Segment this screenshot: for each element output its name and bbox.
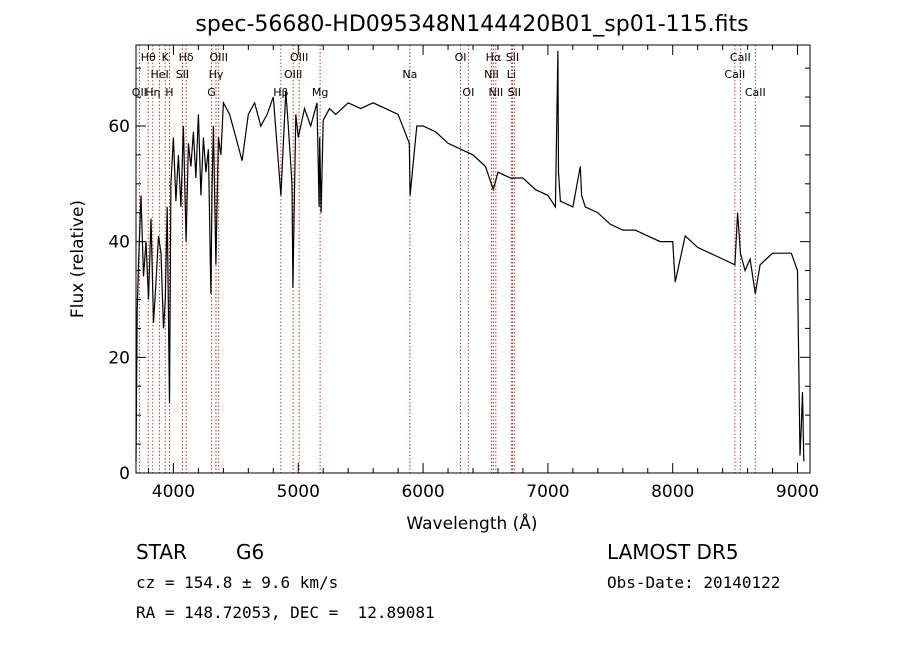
line-label: OIII [210,51,228,64]
line-markers [138,45,756,473]
line-label: Hθ [141,51,156,64]
line-label: Hγ [209,68,224,81]
x-tick-label: 9000 [776,482,819,502]
y-tick-label: 20 [108,348,130,368]
line-label: OI [462,86,474,99]
x-tick-label: 4000 [152,482,195,502]
line-label: SII [506,51,519,64]
line-label: CaII [724,68,745,81]
y-tick-label: 0 [119,464,130,484]
line-label: CaII [745,86,766,99]
line-label: SII [176,68,189,81]
y-tick-label: 40 [108,233,130,253]
line-label: G [207,86,216,99]
line-label: K [162,51,170,64]
y-axis: 0 20 40 60 [108,67,810,484]
line-label: Li [507,68,516,81]
x-tick-label: 5000 [277,482,320,502]
line-label: Na [402,68,417,81]
line-label: Mg [312,86,328,99]
plot-frame [135,44,811,474]
ra-dec: RA = 148.72053, DEC = 12.89081 [136,603,435,622]
line-label: NII [488,86,503,99]
object-subclass: G6 [236,540,265,564]
line-label: CaII [730,51,751,64]
line-label: H [165,86,173,99]
line-label: Hδ [179,51,194,64]
spectrum-line [135,50,805,462]
line-labels: OIIHθHηHeIKHSIIHδGHγOIIIHβOIIIOIIIMgNaOI… [132,51,766,99]
x-tick-label: 7000 [526,482,569,502]
redshift-cz: cz = 154.8 ± 9.6 km/s [136,573,339,592]
obs-date: Obs-Date: 20140122 [607,573,781,592]
survey-name: LAMOST DR5 [607,540,739,564]
x-axis: 4000 5000 6000 7000 8000 9000 [147,45,819,502]
line-label: OIII [290,51,308,64]
line-label: NII [484,68,499,81]
y-axis-label: Flux (relative) [68,200,88,318]
x-axis-label: Wavelength (Å) [406,512,537,534]
line-label: Hη [145,86,160,99]
x-tick-label: 8000 [651,482,694,502]
line-label: SII [508,86,521,99]
chart-title: spec-56680-HD095348N144420B01_sp01-115.f… [195,12,748,37]
line-label: OI [455,51,467,64]
y-tick-label: 60 [108,117,130,137]
x-tick-label: 6000 [401,482,444,502]
object-class: STAR [136,540,187,564]
line-label: OIII [284,68,302,81]
line-label: Hβ [273,86,288,99]
line-label: Hα [486,51,502,64]
line-label: HeI [150,68,168,81]
